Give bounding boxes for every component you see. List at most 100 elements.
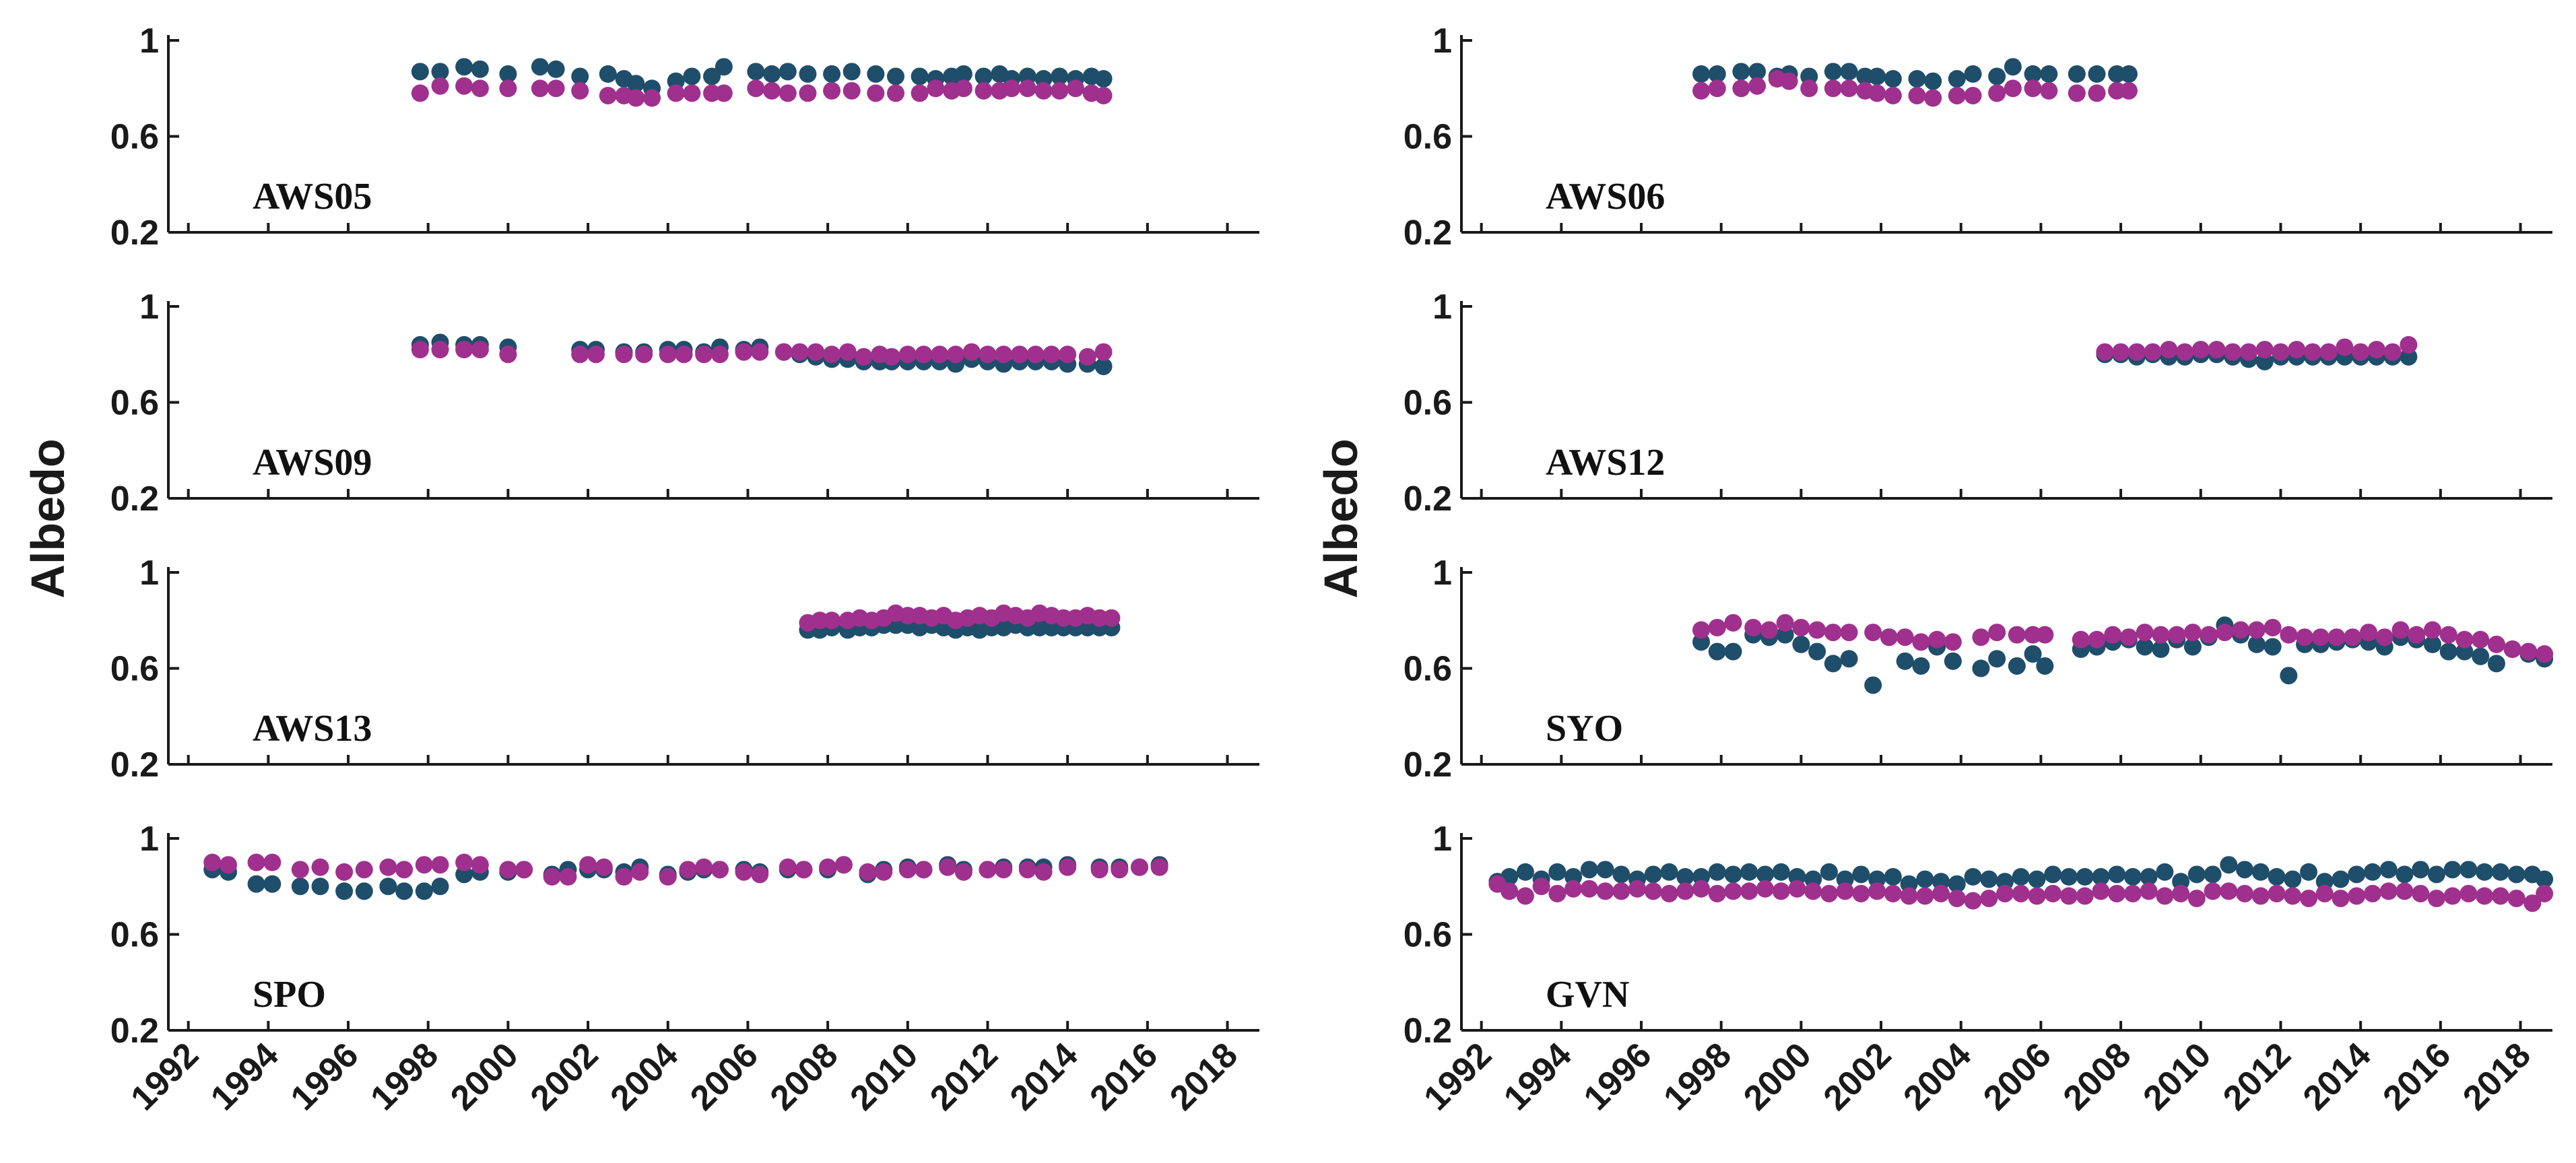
point-series-b — [1840, 79, 1858, 98]
panel-aws12: 1 0.6 0.2 AWS12 — [1403, 288, 2552, 519]
x-tick-label: 2016 — [1083, 1035, 1166, 1118]
x-tick-label: 2006 — [1976, 1035, 2059, 1118]
x-tick-label: 1998 — [363, 1035, 446, 1118]
point-series-b — [1908, 86, 1926, 104]
point-series-a — [1824, 63, 1842, 81]
point-series-b — [1756, 879, 1774, 898]
point-series-a — [431, 63, 449, 81]
point-series-a — [1740, 863, 1758, 881]
y-tick-label: 1 — [1432, 22, 1452, 61]
point-series-b — [1644, 882, 1662, 900]
point-series-a — [779, 63, 797, 81]
point-series-b — [263, 853, 282, 871]
x-tick-label: 2010 — [843, 1035, 925, 1118]
point-series-b — [2536, 645, 2554, 663]
point-series-b — [747, 79, 765, 98]
y-tick-label: 1 — [139, 288, 159, 327]
point-series-b — [1964, 86, 1982, 104]
point-series-b — [1111, 861, 1129, 879]
point-series-b — [2280, 626, 2298, 644]
x-tick-label: 2010 — [2136, 1035, 2218, 1118]
point-series-b — [2004, 79, 2022, 98]
point-series-a — [2332, 870, 2350, 888]
point-series-a — [2119, 65, 2138, 83]
point-series-a — [379, 877, 397, 896]
point-series-a — [1900, 875, 1918, 893]
point-series-a — [2092, 868, 2110, 886]
point-series-a — [2012, 868, 2030, 886]
point-series-b — [587, 345, 605, 364]
y-tick-label: 1 — [1432, 288, 1452, 327]
y-tick-label: 0.6 — [110, 916, 159, 955]
point-series-b — [2391, 621, 2410, 639]
point-series-b — [2216, 624, 2234, 642]
point-series-b — [2503, 640, 2521, 658]
y-tick-label: 0.2 — [1403, 479, 1452, 519]
point-series-a — [1030, 618, 1049, 636]
point-series-b — [543, 868, 561, 886]
point-series-a — [1078, 618, 1096, 636]
point-series-b — [1026, 345, 1045, 364]
point-series-a — [499, 65, 517, 83]
point-series-b — [711, 861, 729, 879]
point-series-b — [1660, 884, 1678, 902]
point-series-b — [1018, 79, 1036, 98]
point-series-b — [411, 341, 429, 359]
point-series-a — [1792, 635, 1810, 653]
point-series-a — [1916, 870, 1934, 888]
point-series-b — [499, 79, 517, 98]
point-series-b — [431, 77, 449, 95]
point-series-b — [2360, 624, 2378, 642]
point-series-a — [2024, 645, 2042, 663]
point-series-a — [547, 60, 565, 78]
point-series-b — [751, 343, 769, 361]
panel-aws06: 1 0.6 0.2 AWS06 — [1403, 22, 2552, 253]
y-tick-label: 1 — [139, 820, 159, 859]
point-series-b — [1964, 892, 1982, 910]
point-series-a — [1964, 868, 1982, 886]
point-series-b — [1900, 887, 1918, 905]
point-series-b — [2319, 343, 2338, 361]
point-series-b — [1928, 630, 1946, 649]
point-series-b — [2008, 626, 2026, 644]
point-series-b — [807, 343, 825, 361]
point-series-a — [1836, 870, 1854, 888]
station-label: SYO — [1546, 708, 1623, 750]
x-tick-label: 2002 — [523, 1035, 606, 1118]
x-tick-label: 2014 — [1003, 1035, 1086, 1118]
point-series-a — [1800, 67, 1818, 86]
point-series-a — [911, 67, 929, 86]
point-series-a — [2423, 635, 2441, 653]
point-series-a — [2136, 638, 2154, 656]
point-series-a — [2476, 863, 2494, 881]
point-series-b — [931, 345, 949, 364]
point-series-b — [2119, 81, 2138, 100]
point-series-a — [1896, 652, 1914, 670]
point-series-b — [954, 863, 972, 881]
point-series-b — [2363, 884, 2381, 902]
point-series-b — [1150, 858, 1168, 876]
point-series-b — [1792, 618, 1810, 636]
point-series-b — [431, 341, 449, 359]
point-series-b — [2044, 884, 2062, 902]
point-series-b — [579, 856, 597, 874]
point-series-a — [1772, 863, 1790, 881]
point-series-a — [2088, 65, 2106, 83]
point-series-b — [2400, 336, 2418, 354]
point-series-b — [571, 345, 589, 364]
point-series-b — [947, 345, 965, 364]
point-series-b — [735, 863, 753, 881]
point-series-b — [335, 863, 354, 881]
point-series-b — [455, 77, 473, 95]
point-series-b — [979, 345, 997, 364]
point-series-b — [1692, 621, 1711, 639]
point-series-a — [2123, 868, 2142, 886]
point-series-b — [595, 858, 613, 876]
point-series-b — [2072, 630, 2090, 649]
point-series-b — [883, 347, 901, 366]
point-series-b — [2183, 624, 2202, 642]
point-series-b — [1760, 621, 1778, 639]
point-series-a — [471, 60, 489, 78]
point-series-a — [2187, 865, 2206, 884]
point-series-a — [1868, 67, 1886, 86]
